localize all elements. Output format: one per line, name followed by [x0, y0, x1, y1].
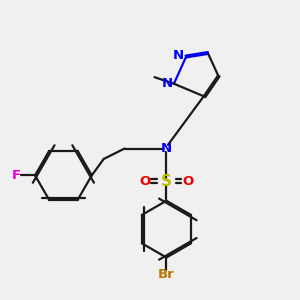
Text: O: O	[139, 175, 151, 188]
Text: O: O	[182, 175, 194, 188]
Text: S: S	[161, 174, 172, 189]
Text: N: N	[161, 142, 172, 155]
Text: F: F	[11, 169, 20, 182]
Text: N: N	[172, 49, 184, 62]
Text: N: N	[162, 76, 173, 90]
Text: Br: Br	[158, 268, 175, 281]
